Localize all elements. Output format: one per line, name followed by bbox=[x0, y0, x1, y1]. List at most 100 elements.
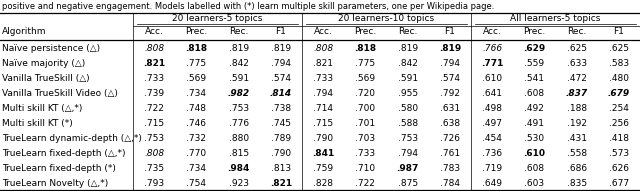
Text: .714: .714 bbox=[313, 104, 333, 113]
Text: .814: .814 bbox=[270, 89, 292, 98]
Text: Acc.: Acc. bbox=[483, 27, 502, 36]
Text: Multi skill KT (△,*): Multi skill KT (△,*) bbox=[2, 104, 83, 113]
Text: .492: .492 bbox=[524, 104, 544, 113]
Text: .842: .842 bbox=[397, 59, 417, 68]
Text: .734: .734 bbox=[186, 164, 206, 173]
Text: .480: .480 bbox=[609, 74, 629, 83]
Text: .498: .498 bbox=[482, 104, 502, 113]
Text: .753: .753 bbox=[144, 134, 164, 143]
Text: .819: .819 bbox=[397, 44, 418, 53]
Text: .530: .530 bbox=[524, 134, 545, 143]
Text: .591: .591 bbox=[397, 74, 418, 83]
Text: .591: .591 bbox=[228, 74, 249, 83]
Text: Multi skill KT (*): Multi skill KT (*) bbox=[2, 119, 73, 128]
Text: .819: .819 bbox=[439, 44, 461, 53]
Text: Prec.: Prec. bbox=[524, 27, 545, 36]
Text: .792: .792 bbox=[440, 89, 460, 98]
Text: .454: .454 bbox=[482, 134, 502, 143]
Text: .726: .726 bbox=[440, 134, 460, 143]
Text: .559: .559 bbox=[524, 59, 545, 68]
Text: .759: .759 bbox=[313, 164, 333, 173]
Text: Prec.: Prec. bbox=[355, 27, 376, 36]
Text: Rec.: Rec. bbox=[229, 27, 248, 36]
Text: .735: .735 bbox=[144, 164, 164, 173]
Text: TrueLearn Novelty (△,*): TrueLearn Novelty (△,*) bbox=[2, 179, 108, 188]
Text: Acc.: Acc. bbox=[145, 27, 164, 36]
Text: .754: .754 bbox=[186, 179, 206, 188]
Text: .541: .541 bbox=[524, 74, 545, 83]
Text: .497: .497 bbox=[482, 119, 502, 128]
Text: Rec.: Rec. bbox=[398, 27, 417, 36]
Text: .784: .784 bbox=[440, 179, 460, 188]
Text: .710: .710 bbox=[355, 164, 376, 173]
Text: 20 learners-5 topics: 20 learners-5 topics bbox=[172, 14, 262, 23]
Text: .793: .793 bbox=[144, 179, 164, 188]
Text: .192: .192 bbox=[566, 119, 587, 128]
Text: .880: .880 bbox=[228, 134, 249, 143]
Text: .733: .733 bbox=[355, 149, 376, 158]
Text: .842: .842 bbox=[228, 59, 248, 68]
Text: .790: .790 bbox=[313, 134, 333, 143]
Text: Naïve majority (△): Naïve majority (△) bbox=[2, 59, 85, 68]
Text: .733: .733 bbox=[313, 74, 333, 83]
Text: .715: .715 bbox=[313, 119, 333, 128]
Text: .745: .745 bbox=[271, 119, 291, 128]
Text: .703: .703 bbox=[355, 134, 376, 143]
Text: .736: .736 bbox=[482, 149, 502, 158]
Text: .588: .588 bbox=[397, 119, 418, 128]
Text: .629: .629 bbox=[524, 44, 545, 53]
Text: TrueLearn fixed-depth (*): TrueLearn fixed-depth (*) bbox=[2, 164, 116, 173]
Text: .790: .790 bbox=[271, 149, 291, 158]
Text: .739: .739 bbox=[144, 89, 164, 98]
Text: TrueLearn dynamic-depth (△,*): TrueLearn dynamic-depth (△,*) bbox=[2, 134, 142, 143]
Text: .818: .818 bbox=[186, 44, 207, 53]
Text: .583: .583 bbox=[609, 59, 629, 68]
Text: .808: .808 bbox=[144, 44, 164, 53]
Text: .776: .776 bbox=[228, 119, 249, 128]
Text: F1: F1 bbox=[444, 27, 455, 36]
Text: .610: .610 bbox=[482, 74, 502, 83]
Text: .573: .573 bbox=[609, 149, 629, 158]
Text: .734: .734 bbox=[186, 89, 206, 98]
Text: 20 learners-10 topics: 20 learners-10 topics bbox=[339, 14, 435, 23]
Text: All learners-5 topics: All learners-5 topics bbox=[510, 14, 601, 23]
Text: .677: .677 bbox=[609, 179, 629, 188]
Text: Prec.: Prec. bbox=[185, 27, 207, 36]
Text: .746: .746 bbox=[186, 119, 206, 128]
Text: .574: .574 bbox=[440, 74, 460, 83]
Text: TrueLearn fixed-depth (△,*): TrueLearn fixed-depth (△,*) bbox=[2, 149, 125, 158]
Text: .256: .256 bbox=[609, 119, 629, 128]
Text: .819: .819 bbox=[271, 44, 291, 53]
Text: .837: .837 bbox=[566, 89, 588, 98]
Text: .679: .679 bbox=[608, 89, 630, 98]
Text: .580: .580 bbox=[397, 104, 418, 113]
Text: F1: F1 bbox=[613, 27, 624, 36]
Text: .813: .813 bbox=[271, 164, 291, 173]
Text: .574: .574 bbox=[271, 74, 291, 83]
Text: .700: .700 bbox=[355, 104, 376, 113]
Text: .631: .631 bbox=[440, 104, 460, 113]
Text: Vanilla TrueSkill (△): Vanilla TrueSkill (△) bbox=[2, 74, 90, 83]
Text: .819: .819 bbox=[228, 44, 249, 53]
Text: F1: F1 bbox=[275, 27, 286, 36]
Text: .641: .641 bbox=[482, 89, 502, 98]
Text: .794: .794 bbox=[313, 89, 333, 98]
Text: Naïve persistence (△): Naïve persistence (△) bbox=[2, 44, 100, 53]
Text: Algorithm: Algorithm bbox=[2, 27, 47, 36]
Text: .815: .815 bbox=[228, 149, 249, 158]
Text: .608: .608 bbox=[524, 164, 545, 173]
Text: .608: .608 bbox=[524, 89, 545, 98]
Text: .821: .821 bbox=[270, 179, 292, 188]
Text: .818: .818 bbox=[355, 44, 376, 53]
Text: .188: .188 bbox=[566, 104, 587, 113]
Text: .610: .610 bbox=[524, 149, 545, 158]
Text: Acc.: Acc. bbox=[314, 27, 333, 36]
Text: .638: .638 bbox=[440, 119, 460, 128]
Text: .431: .431 bbox=[566, 134, 587, 143]
Text: .626: .626 bbox=[609, 164, 629, 173]
Text: .722: .722 bbox=[144, 104, 164, 113]
Text: .569: .569 bbox=[355, 74, 376, 83]
Text: Vanilla TrueSkill Video (△): Vanilla TrueSkill Video (△) bbox=[2, 89, 118, 98]
Text: .254: .254 bbox=[609, 104, 629, 113]
Text: .766: .766 bbox=[482, 44, 502, 53]
